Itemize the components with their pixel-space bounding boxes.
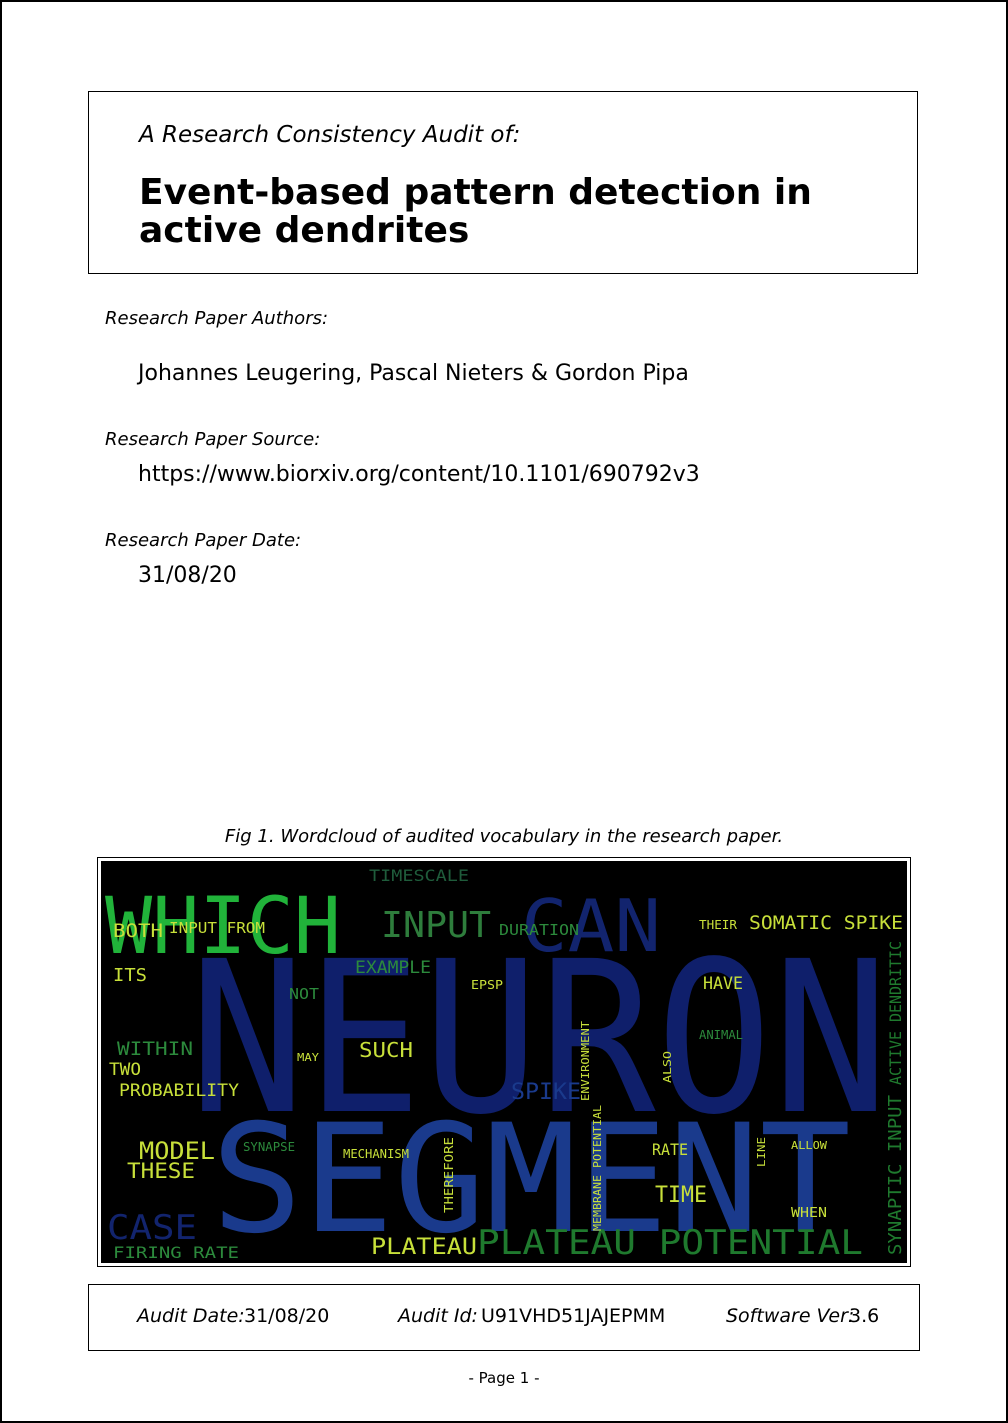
wordcloud-word-epsp: EPSP	[471, 978, 503, 992]
audit-subtitle: A Research Consistency Audit of:	[139, 122, 521, 148]
wordcloud-word-probability: PROBABILITY	[119, 1081, 239, 1101]
wordcloud-word-have: HAVE	[703, 974, 743, 994]
wordcloud-word-plateau-potential: PLATEAU POTENTIAL	[477, 1223, 863, 1263]
wordcloud-word-their: THEIR	[699, 918, 738, 932]
page-number: - Page 1 -	[468, 1369, 540, 1387]
wordcloud-word-synapse: SYNAPSE	[243, 1140, 295, 1154]
figure-caption: Fig 1. Wordcloud of audited vocabulary i…	[224, 826, 784, 847]
software-version-label: Software Ver:	[726, 1305, 855, 1327]
wordcloud-word-case: CASE	[107, 1208, 197, 1248]
wordcloud-word-which: WHICH	[105, 882, 341, 972]
wordcloud-word-plateau: PLATEAU	[371, 1235, 477, 1260]
audit-footer: Audit Date: 31/08/20 Audit Id: U91VHD51J…	[88, 1284, 920, 1351]
source-label: Research Paper Source:	[105, 429, 321, 450]
wordcloud-word-segment: SEGMENT	[211, 1093, 851, 1263]
wordcloud-word-not: NOT	[289, 985, 319, 1003]
wordcloud-word-therefore: THEREFORE	[442, 1137, 456, 1213]
wordcloud-word-both: BOTH	[113, 920, 163, 942]
wordcloud-word-rate: RATE	[652, 1140, 688, 1159]
title-box: A Research Consistency Audit of: Event-b…	[88, 91, 918, 274]
wordcloud-word-animal: ANIMAL	[699, 1028, 743, 1042]
wordcloud-word-mechanism: MECHANISM	[343, 1147, 409, 1161]
audit-id-label: Audit Id:	[398, 1305, 478, 1327]
date-label: Research Paper Date:	[105, 530, 302, 551]
wordcloud-word-input-from: INPUT FROM	[169, 919, 265, 937]
authors-label: Research Paper Authors:	[105, 308, 329, 329]
wordcloud-word-active-dendritic: ACTIVE DENDRITIC	[886, 941, 905, 1085]
wordcloud-word-firing-rate: FIRING RATE	[113, 1243, 239, 1262]
wordcloud-word-model: MODEL	[139, 1137, 215, 1165]
wordcloud-word-time: TIME	[655, 1183, 707, 1208]
wordcloud-word-synaptic-input: SYNAPTIC INPUT	[885, 1095, 906, 1255]
wordcloud-word-membrane-potential: MEMBRANE POTENTIAL	[591, 1105, 604, 1231]
authors-value: Johannes Leugering, Pascal Nieters & Gor…	[138, 361, 689, 386]
date-value: 31/08/20	[138, 563, 237, 588]
wordcloud-word-these: THESE	[127, 1159, 195, 1183]
wordcloud-word-line: LINE	[755, 1137, 768, 1167]
audit-date-value: 31/08/20	[244, 1305, 330, 1327]
wordcloud-word-input: INPUT	[381, 905, 491, 946]
wordcloud-word-neuron: NEURON	[189, 916, 889, 1161]
wordcloud-word-allow: ALLOW	[791, 1139, 827, 1152]
software-version-value: 3.6	[849, 1305, 880, 1327]
wordcloud-word-within: WITHIN	[117, 1038, 193, 1060]
paper-title: Event-based pattern detection in active …	[139, 172, 812, 251]
wordcloud-word-two: TWO	[109, 1060, 141, 1080]
wordcloud: NEURON SEGMENT WHICH CAN INPUT TIMESCALE PLATE…	[101, 861, 907, 1263]
wordcloud-word-somatic-spike: SOMATIC SPIKE	[749, 912, 903, 934]
wordcloud-word-example: EXAMPLE	[355, 958, 431, 978]
wordcloud-word-such: SUCH	[359, 1038, 413, 1062]
wordcloud-word-environment: ENVIRONMENT	[579, 1021, 592, 1101]
wordcloud-frame: NEURON SEGMENT WHICH CAN INPUT TIMESCALE PLATE…	[97, 857, 911, 1267]
audit-id-value: U91VHD51JAJEPMM	[481, 1305, 666, 1327]
wordcloud-word-spike: SPIKE	[511, 1080, 581, 1105]
audit-date-label: Audit Date:	[137, 1305, 245, 1327]
wordcloud-word-duration: DURATION	[499, 921, 579, 939]
wordcloud-word-may: MAY	[297, 1051, 319, 1064]
wordcloud-word-when: WHEN	[791, 1206, 827, 1221]
wordcloud-word-timescale: TIMESCALE	[369, 866, 469, 885]
wordcloud-word-its: ITS	[113, 965, 147, 986]
wordcloud-word-also: ALSO	[661, 1051, 674, 1083]
source-value: https://www.biorxiv.org/content/10.1101/…	[138, 462, 700, 487]
wordcloud-word-can: CAN	[521, 884, 661, 968]
